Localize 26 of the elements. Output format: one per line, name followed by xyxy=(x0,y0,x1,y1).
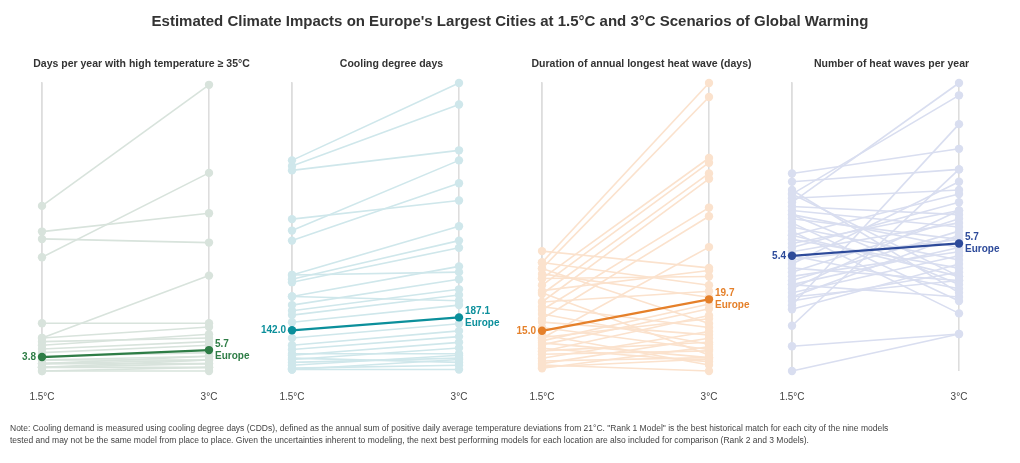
text: Estimated Climate Impacts on Europe's Largest Cities at 1.5°C and 3°C Scenarios of Global Warming xyxy=(151,12,869,29)
x-tick-label: 3°C xyxy=(200,390,218,402)
chart-title: Duration of annual longest heat wave (days) xyxy=(531,56,752,69)
series-label: Europe xyxy=(215,349,250,361)
series-label: Europe xyxy=(465,317,500,329)
data-label: 5.7 xyxy=(965,231,980,243)
data-label: 3.8 xyxy=(22,350,37,362)
chart-title: Cooling degree days xyxy=(339,56,444,69)
series-label: Europe xyxy=(715,299,750,311)
data-label: 15.0 xyxy=(516,324,537,336)
data-label: 5.7 xyxy=(215,337,230,349)
x-tick-label: 3°C xyxy=(700,390,718,402)
text: Note: Cooling demand is measured using cooling degree days (CDDs), defined as the annual sum of positive daily average temperature deviations from 21°C. "Rank 1 Model" is the best historical match for each city of the nine models tested and may not be the same model from place to place. Given the uncertainties inherent to modeling, the next best performing models for each location are also included for comparison (Rank 2 and 3 Models). xyxy=(10,422,890,446)
data-label: 19.7 xyxy=(715,287,735,299)
x-tick-label: 1.5°C xyxy=(279,390,305,402)
series-label: Europe xyxy=(965,243,1000,255)
chart-title: Number of heat waves per year xyxy=(813,56,970,69)
chart-title: Days per year with high temperature ≥ 35°C xyxy=(33,56,251,69)
x-tick-label: 1.5°C xyxy=(529,390,555,402)
data-label: 142.0 xyxy=(260,324,287,336)
x-tick-label: 3°C xyxy=(950,390,968,402)
data-label: 187.1 xyxy=(465,305,491,317)
x-tick-label: 3°C xyxy=(450,390,468,402)
x-tick-label: 1.5°C xyxy=(779,390,805,402)
data-label: 5.4 xyxy=(772,249,787,261)
x-tick-label: 1.5°C xyxy=(29,390,55,402)
